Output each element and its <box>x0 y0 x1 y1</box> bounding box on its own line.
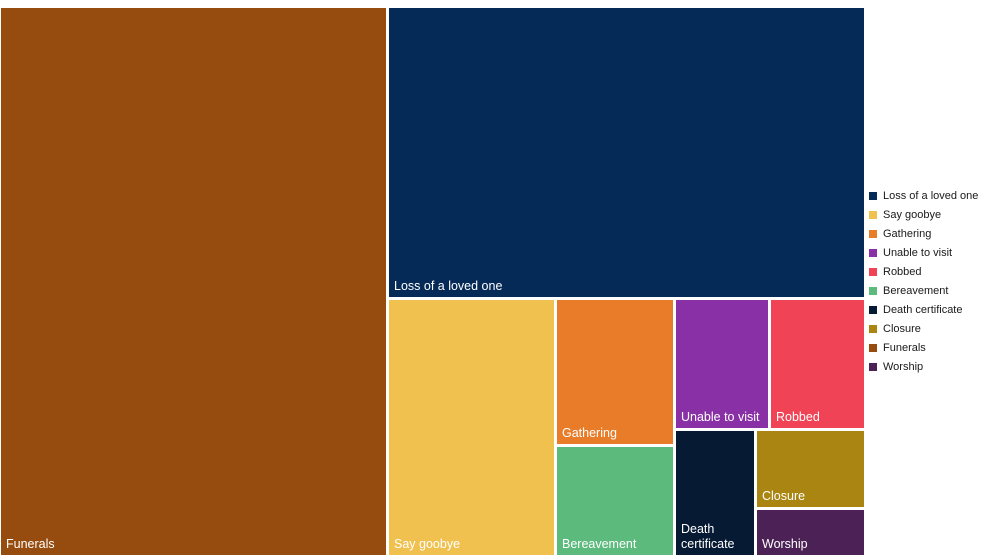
legend-label: Robbed <box>883 265 922 278</box>
legend-label: Loss of a loved one <box>883 189 979 202</box>
treemap-tile-gathering[interactable]: Gathering <box>557 300 673 444</box>
tile-label-loss-of-a-loved-one: Loss of a loved one <box>394 278 503 293</box>
legend-swatch-icon <box>869 324 877 333</box>
treemap-tile-worship[interactable]: Worship <box>757 510 864 555</box>
tile-label-closure: Closure <box>762 488 806 503</box>
legend-label: Death certificate <box>883 303 963 316</box>
legend-label: Funerals <box>883 341 926 354</box>
treemap-tile-death-certificate[interactable]: Death certificate <box>676 431 754 555</box>
tile-label-funerals: Funerals <box>6 536 55 551</box>
legend-swatch-icon <box>869 305 877 314</box>
legend-label: Bereavement <box>883 284 949 297</box>
legend-swatch-icon <box>869 229 877 238</box>
legend-item-worship[interactable]: Worship <box>869 357 978 376</box>
legend-item-funerals[interactable]: Funerals <box>869 338 978 357</box>
treemap-tile-funerals[interactable]: Funerals <box>1 8 386 555</box>
legend-swatch-icon <box>869 248 877 257</box>
legend-swatch-icon <box>869 191 877 200</box>
legend-swatch-icon <box>869 286 877 295</box>
legend-item-robbed[interactable]: Robbed <box>869 262 978 281</box>
legend-swatch-icon <box>869 343 877 352</box>
legend-item-say-goobye[interactable]: Say goobye <box>869 205 978 224</box>
legend-swatch-icon <box>869 210 877 219</box>
legend-label: Say goobye <box>883 208 942 221</box>
chart-legend: Loss of a loved one Say goobye Gathering Un… <box>869 186 978 376</box>
tile-label-gathering: Gathering <box>562 425 617 440</box>
legend-label: Unable to visit <box>883 246 953 259</box>
treemap-tile-say-goobye[interactable]: Say goobye <box>389 300 554 555</box>
tile-label-worship: Worship <box>762 536 808 551</box>
legend-item-closure[interactable]: Closure <box>869 319 978 338</box>
legend-item-loss-of-a-loved-one[interactable]: Loss of a loved one <box>869 186 978 205</box>
legend-label: Closure <box>883 322 921 335</box>
treemap-tile-loss-of-a-loved-one[interactable]: Loss of a loved one <box>389 8 864 297</box>
legend-swatch-icon <box>869 362 877 371</box>
legend-item-gathering[interactable]: Gathering <box>869 224 978 243</box>
legend-label: Gathering <box>883 227 932 240</box>
legend-swatch-icon <box>869 267 877 276</box>
treemap-tile-unable-to-visit[interactable]: Unable to visit <box>676 300 768 428</box>
legend-item-death-certificate[interactable]: Death certificate <box>869 300 978 319</box>
tile-label-bereavement: Bereavement <box>562 536 637 551</box>
legend-label: Worship <box>883 360 924 373</box>
tile-label-death-certificate: Death certificate <box>681 522 735 551</box>
treemap-tile-closure[interactable]: Closure <box>757 431 864 507</box>
treemap-tile-bereavement[interactable]: Bereavement <box>557 447 673 555</box>
legend-item-bereavement[interactable]: Bereavement <box>869 281 978 300</box>
legend-item-unable-to-visit[interactable]: Unable to visit <box>869 243 978 262</box>
tile-label-say-goobye: Say goobye <box>394 536 461 551</box>
treemap-tile-robbed[interactable]: Robbed <box>771 300 864 428</box>
tile-label-robbed: Robbed <box>776 409 820 424</box>
tile-label-unable-to-visit: Unable to visit <box>681 409 760 424</box>
